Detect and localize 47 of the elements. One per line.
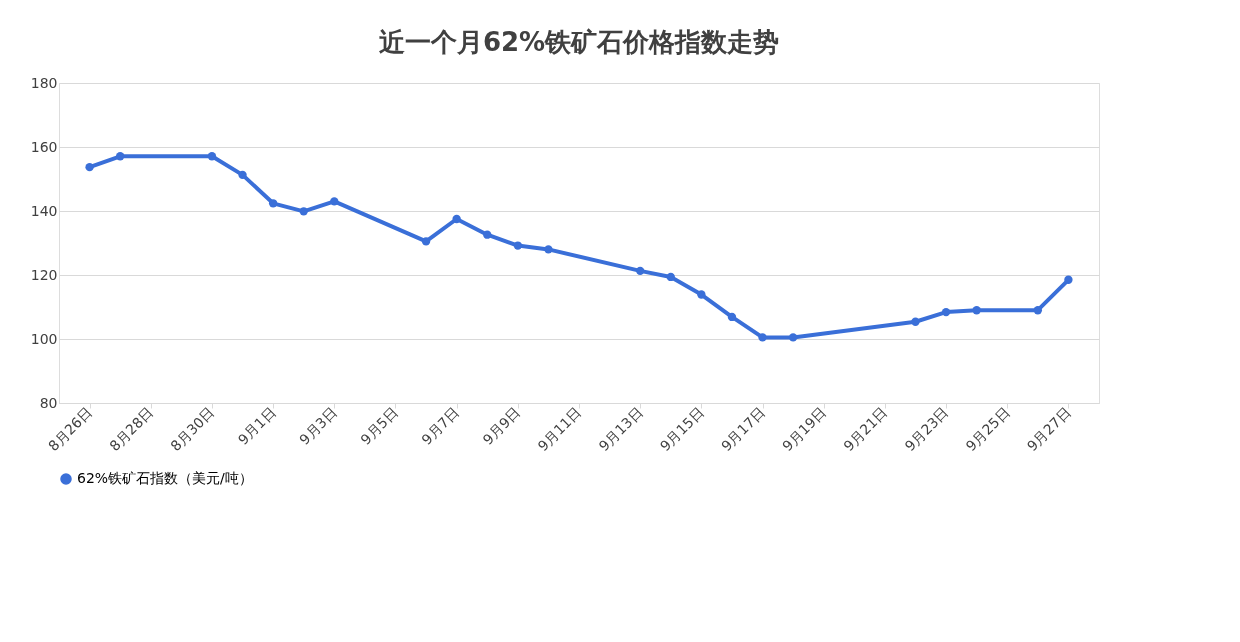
point	[635, 266, 645, 276]
x-tick-label: 9月21日	[840, 404, 891, 455]
legend-label: 62%铁矿石指数（美元/吨）	[77, 470, 253, 486]
y-tick-label: 180	[30, 74, 58, 91]
x-tick-label: 9月9日	[479, 404, 524, 448]
y-tick-label: 160	[30, 138, 58, 155]
point	[788, 333, 798, 342]
point	[452, 214, 461, 224]
point	[513, 241, 523, 250]
y-tick-label: 80	[39, 394, 58, 411]
point	[207, 152, 217, 161]
x-tick-label: 9月27日	[1023, 404, 1074, 455]
x-tick-label: 9月25日	[962, 404, 1013, 455]
x-tick-label: 9月1日	[234, 404, 279, 448]
point	[421, 237, 431, 246]
chart-title: 近一个月62%铁矿石价格指数走势	[378, 27, 780, 57]
point	[972, 306, 981, 315]
y-tick-label: 120	[30, 266, 58, 283]
x-tick-label: 9月23日	[901, 404, 952, 455]
point	[911, 317, 920, 326]
y-tick-label: 140	[30, 202, 58, 219]
point	[758, 333, 767, 342]
point	[727, 312, 737, 322]
x-tick-label: 9月11日	[534, 404, 585, 455]
point	[544, 245, 553, 254]
x-tick-label: 9月13日	[595, 404, 646, 455]
x-tick-label: 9月17日	[717, 404, 768, 455]
x-tick-label: 9月5日	[357, 404, 401, 448]
y-tick-label: 100	[30, 330, 58, 347]
point	[666, 272, 675, 282]
point	[115, 152, 125, 161]
x-tick-label: 9月7日	[418, 404, 463, 448]
x-tick-label: 9月15日	[656, 404, 707, 455]
point	[85, 162, 94, 172]
point	[483, 230, 492, 239]
point	[1064, 275, 1073, 284]
point	[330, 197, 339, 206]
point	[238, 170, 247, 180]
point	[697, 290, 706, 299]
point	[941, 307, 951, 317]
point	[299, 207, 308, 216]
point	[1033, 306, 1043, 315]
x-tick-label: 8月30日	[167, 404, 218, 455]
x-tick-label: 8月28日	[106, 404, 157, 455]
x-tick-label: 9月19日	[779, 404, 830, 455]
x-tick-label: 9月3日	[296, 404, 340, 448]
point	[268, 199, 278, 208]
